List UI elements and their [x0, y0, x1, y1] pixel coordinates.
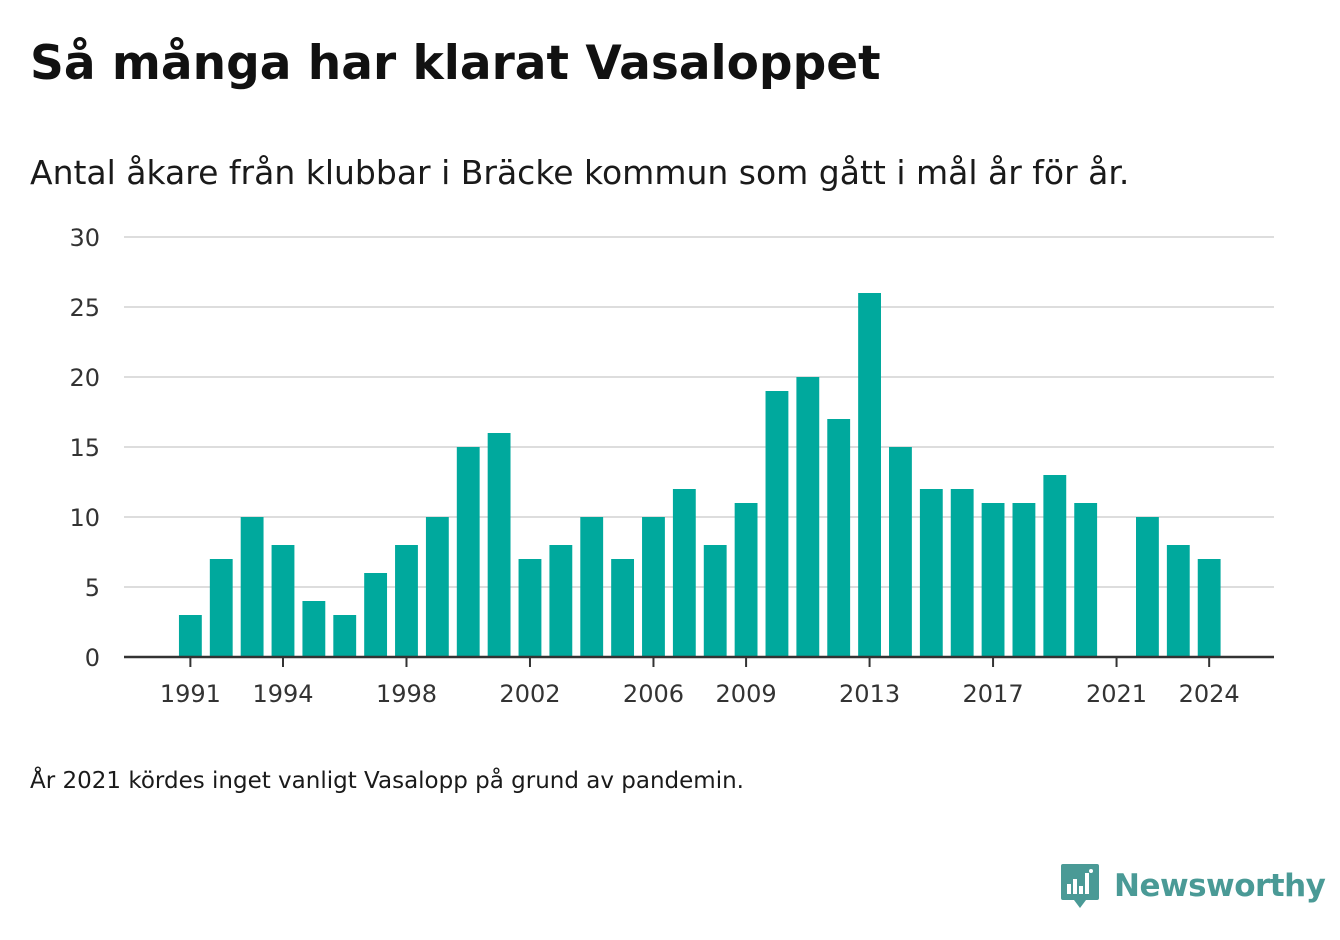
x-tick-label: 2017: [963, 680, 1024, 708]
y-tick-label: 5: [85, 574, 100, 602]
bar-1996[interactable]: [333, 615, 357, 657]
x-axis-labels: 1991 1994 1998 2002 2006 2009 2013 2017 2021 2024: [160, 680, 1240, 708]
y-axis-labels: 0 5 10 15 20 25 30: [69, 224, 100, 672]
bar-2023[interactable]: [1166, 545, 1190, 657]
bar-2006[interactable]: [642, 517, 665, 657]
bar-1994[interactable]: [271, 545, 295, 657]
y-tick-label: 25: [69, 294, 100, 322]
bars: [178, 293, 1221, 657]
bar-2002[interactable]: [518, 559, 542, 657]
bar-1992[interactable]: [209, 559, 233, 657]
bar-2017[interactable]: [981, 503, 1005, 657]
bar-2012[interactable]: [827, 419, 851, 657]
bar-2018[interactable]: [1012, 503, 1036, 657]
bar-1998[interactable]: [395, 545, 418, 657]
chart-subtitle: Antal åkare från klubbar i Bräcke kommun…: [30, 153, 1130, 192]
x-tick-label: 1998: [376, 680, 437, 708]
x-tick-label: 2006: [623, 680, 684, 708]
chart-title: Så många har klarat Vasaloppet: [30, 36, 881, 91]
bar-2009[interactable]: [734, 503, 758, 657]
bar-2019[interactable]: [1043, 475, 1067, 657]
bar-2004[interactable]: [580, 517, 604, 657]
bar-2020[interactable]: [1074, 503, 1098, 657]
bar-2008[interactable]: [703, 545, 727, 657]
y-tick-label: 30: [69, 224, 100, 252]
bar-2024[interactable]: [1197, 559, 1221, 657]
x-tick-label: 2002: [499, 680, 560, 708]
bar-1997[interactable]: [364, 573, 388, 657]
x-tick-label: 1994: [252, 680, 313, 708]
bar-2010[interactable]: [765, 391, 789, 657]
newsworthy-logo-icon: [1061, 864, 1099, 908]
x-tick-label: 2024: [1179, 680, 1240, 708]
bar-2014[interactable]: [889, 447, 912, 657]
x-tick-label: 2009: [716, 680, 777, 708]
y-tick-label: 20: [69, 364, 100, 392]
x-tick-label: 2021: [1086, 680, 1147, 708]
x-tick-label: 2013: [839, 680, 900, 708]
brand-name: Newsworthy: [1114, 868, 1326, 904]
bar-1991[interactable]: [178, 615, 202, 657]
bar-2007[interactable]: [672, 489, 696, 657]
bar-1993[interactable]: [240, 517, 264, 657]
bar-1999[interactable]: [425, 517, 449, 657]
x-tick-label: 1991: [160, 680, 221, 708]
bar-2005[interactable]: [611, 559, 635, 657]
bar-2016[interactable]: [950, 489, 974, 657]
bar-1995[interactable]: [302, 601, 326, 657]
bar-2003[interactable]: [549, 545, 573, 657]
bar-2022[interactable]: [1136, 517, 1159, 657]
bar-2001[interactable]: [487, 433, 511, 657]
bar-2011[interactable]: [796, 377, 820, 657]
brand-logo[interactable]: Newsworthy: [1060, 862, 1326, 910]
bar-2000[interactable]: [456, 447, 480, 657]
grid-lines: [124, 236, 1274, 588]
x-axis: [124, 655, 1274, 667]
footnote: År 2021 kördes inget vanligt Vasalopp på…: [30, 768, 744, 794]
y-tick-label: 10: [69, 504, 100, 532]
y-tick-label: 0: [85, 644, 100, 672]
y-tick-label: 15: [69, 434, 100, 462]
bar-2015[interactable]: [919, 489, 943, 657]
bar-2013[interactable]: [858, 293, 881, 657]
